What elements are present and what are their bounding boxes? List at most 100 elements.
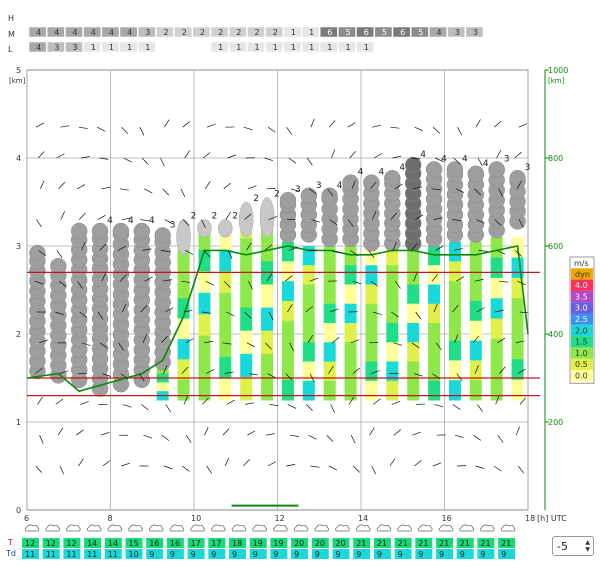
wind-barb <box>101 186 111 190</box>
T-value: 14 <box>108 539 118 548</box>
wind-barb <box>515 250 523 257</box>
cloud-cover-cell <box>156 26 174 38</box>
cloud-cover-value: 2 <box>182 28 187 37</box>
wind-barb <box>413 373 423 377</box>
wind-barb <box>59 370 69 374</box>
cloud-cover-value: 6 <box>364 28 369 37</box>
wind-barb <box>224 371 234 374</box>
wind-barb <box>517 368 526 374</box>
weather-cloud-icon <box>190 524 205 532</box>
velocity-bar-segment <box>448 281 461 302</box>
T-cell <box>477 538 495 548</box>
wind-barb <box>223 182 231 190</box>
cloud-cover-cell <box>174 26 193 38</box>
cloud-cover-value: 1 <box>218 43 223 52</box>
wind-barb <box>411 243 418 251</box>
wind-barb <box>201 311 211 314</box>
velocity-bar-segment <box>323 342 336 362</box>
T-cell <box>84 538 102 548</box>
velocity-bar-segment <box>219 292 232 315</box>
cloud-cover-cell <box>356 26 375 38</box>
wind-barb <box>369 427 375 436</box>
cloud-circle <box>425 161 443 178</box>
wind-barb <box>80 401 89 405</box>
cloud-cover-value: 5 <box>346 28 351 37</box>
wind-barb <box>100 432 110 436</box>
wind-barb <box>373 398 381 405</box>
velocity-bar-segment <box>490 237 503 259</box>
cloud-label: 2 <box>211 212 217 222</box>
cloud-cover-cell <box>65 41 83 53</box>
wind-barb <box>431 274 439 282</box>
y-tick-right: 400 <box>548 330 563 339</box>
cloud-blob <box>259 197 275 238</box>
wind-barb <box>434 404 444 408</box>
wind-barb <box>226 311 235 317</box>
weather-cloud-icon <box>231 524 247 532</box>
velocity-bar-segment <box>281 281 294 302</box>
offset-value: -5 <box>557 540 568 553</box>
T-value: 16 <box>149 539 159 548</box>
Td-cell <box>146 549 164 559</box>
T-value: 20 <box>294 539 304 548</box>
stepper-up-icon[interactable]: ▲ <box>585 539 590 546</box>
cloud-circle <box>342 174 359 191</box>
legend-swatch <box>571 370 593 382</box>
T-cell <box>456 538 474 548</box>
Td-value: 9 <box>211 550 216 559</box>
T-cell <box>229 538 246 548</box>
velocity-bar-segment <box>407 342 420 362</box>
wind-barb <box>290 188 300 192</box>
Td-cell <box>394 549 412 559</box>
wind-barb <box>55 311 64 316</box>
cloud-cover-cell <box>338 26 356 38</box>
velocity-bar-segment <box>240 284 253 309</box>
cloud-cover-cell <box>283 26 302 38</box>
cloud-cover-value: 2 <box>200 28 205 37</box>
velocity-bar-segment <box>511 359 524 381</box>
wind-barb <box>162 279 172 282</box>
cloud-cover-cell <box>137 41 156 53</box>
cloud-cover-value: 1 <box>309 28 314 37</box>
velocity-bar-segment <box>219 314 232 337</box>
velocity-bar-segment <box>490 277 503 299</box>
velocity-bar-segment <box>490 257 503 279</box>
velocity-bar-segment <box>198 271 211 294</box>
wind-barb <box>97 126 106 132</box>
legend-swatch <box>571 313 593 325</box>
wind-barb <box>371 370 380 374</box>
wind-barb <box>452 404 461 410</box>
weather-cloud-icon <box>273 524 288 532</box>
wind-barb <box>353 465 360 473</box>
velocity-bar-segment <box>302 380 315 401</box>
cloud-label: 4 <box>149 216 155 226</box>
legend-swatch <box>571 290 593 303</box>
velocity-bar-segment <box>219 249 232 272</box>
wind-barb <box>142 334 148 343</box>
weather-cloud-icon <box>210 524 226 532</box>
velocity-bar-segment <box>219 335 232 358</box>
wind-barb <box>326 434 334 442</box>
wind-barb <box>473 434 482 441</box>
cloud-cover-cell <box>429 26 447 38</box>
wind-barb <box>267 461 276 467</box>
Td-cell <box>270 549 288 559</box>
offset-stepper[interactable]: -5 ▲ ▼ <box>552 536 594 556</box>
velocity-bar-segment <box>219 357 232 380</box>
legend-label: 0.5 <box>575 360 588 369</box>
wind-barb <box>496 250 506 255</box>
cloud-label: 3 <box>170 220 176 230</box>
cloud-cover-cell <box>265 26 284 38</box>
Td-cell <box>291 549 309 559</box>
velocity-bar-segment <box>428 265 441 285</box>
Td-value: 11 <box>108 550 118 559</box>
Td-value: 9 <box>501 550 506 559</box>
cloud-cover-cell <box>83 26 102 38</box>
cloud-circle <box>321 187 338 205</box>
wind-barb <box>58 181 66 190</box>
wind-barb <box>410 157 420 160</box>
wind-barb <box>393 429 402 436</box>
cloud-cover-cell <box>28 41 47 53</box>
wind-barb <box>185 338 194 344</box>
stepper-down-icon[interactable]: ▼ <box>585 546 590 553</box>
